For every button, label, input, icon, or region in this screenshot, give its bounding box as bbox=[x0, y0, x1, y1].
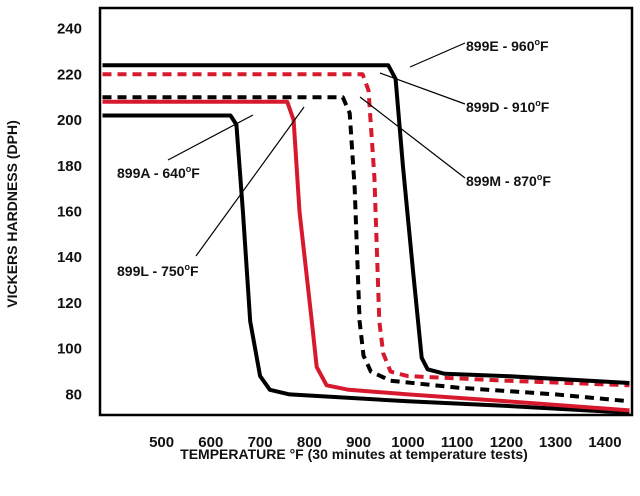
series-label: 899L - 750oF bbox=[117, 262, 199, 279]
series-line-899d bbox=[102, 72, 630, 388]
leader-line bbox=[409, 42, 466, 68]
leader-line bbox=[195, 106, 305, 257]
x-tick-label: 600 bbox=[198, 434, 223, 451]
y-axis-title: VICKERS HARDNESS (DPH) bbox=[4, 120, 20, 307]
degree-mark: o bbox=[535, 37, 541, 47]
series-label-base: 899A - 640 bbox=[117, 165, 186, 181]
y-tick-label: 120 bbox=[57, 295, 82, 312]
degree-mark: o bbox=[186, 164, 192, 174]
x-tick-label: 800 bbox=[297, 434, 322, 451]
y-tick-label: 140 bbox=[57, 249, 82, 266]
leader-line bbox=[379, 72, 466, 105]
y-tick-label: 220 bbox=[57, 66, 82, 83]
series-label: 899M - 870oF bbox=[466, 172, 551, 189]
series-label-base: 899L - 750 bbox=[117, 263, 185, 279]
leader-line bbox=[359, 96, 466, 179]
x-tick-label: 900 bbox=[346, 434, 371, 451]
degree-mark: o bbox=[535, 98, 541, 108]
unit-mark: F bbox=[540, 38, 549, 54]
x-tick-label: 1100 bbox=[441, 434, 474, 451]
leader-lines bbox=[167, 42, 466, 257]
series-label: 899E - 960oF bbox=[466, 37, 549, 54]
y-tick-label: 180 bbox=[57, 158, 82, 175]
unit-mark: F bbox=[541, 99, 550, 115]
degree-mark: o bbox=[184, 262, 190, 272]
degree-mark: o bbox=[537, 172, 543, 182]
y-tick-label: 80 bbox=[65, 386, 82, 403]
x-tick-label: 1200 bbox=[490, 434, 523, 451]
unit-mark: F bbox=[542, 173, 551, 189]
y-tick-label: 200 bbox=[57, 112, 82, 129]
x-tick-label: 1000 bbox=[391, 434, 424, 451]
x-tick-label: 1300 bbox=[539, 434, 572, 451]
series-label: 899A - 640oF bbox=[117, 164, 200, 181]
x-tick-label: 700 bbox=[248, 434, 273, 451]
series-line-899e bbox=[102, 63, 630, 385]
y-tick-labels: 80 100 120 140 160 180 200 220 240 bbox=[57, 21, 82, 404]
series-layer bbox=[102, 63, 630, 415]
unit-mark: F bbox=[190, 263, 199, 279]
x-tick-label: 500 bbox=[149, 434, 174, 451]
series-line-899l bbox=[102, 99, 630, 413]
x-tick-labels: 500 600 700 800 900 1000 1100 1200 1300 1400 bbox=[149, 434, 622, 451]
x-tick-label: 1400 bbox=[588, 434, 621, 451]
x-axis-title: TEMPERATURE °F (30 minutes at temperatur… bbox=[180, 446, 528, 462]
y-tick-label: 160 bbox=[57, 204, 82, 221]
unit-mark: F bbox=[191, 165, 200, 181]
series-label-base: 899E - 960 bbox=[466, 38, 535, 54]
series-line-899m bbox=[102, 95, 630, 404]
leader-line bbox=[167, 114, 254, 161]
series-line-899a bbox=[102, 113, 630, 415]
y-tick-label: 240 bbox=[57, 21, 82, 38]
y-tick-label: 100 bbox=[57, 341, 82, 358]
plot-frame bbox=[98, 6, 634, 417]
series-label: 899D - 910oF bbox=[466, 98, 550, 115]
series-label-base: 899M - 870 bbox=[466, 173, 537, 189]
series-label-base: 899D - 910 bbox=[466, 99, 535, 115]
